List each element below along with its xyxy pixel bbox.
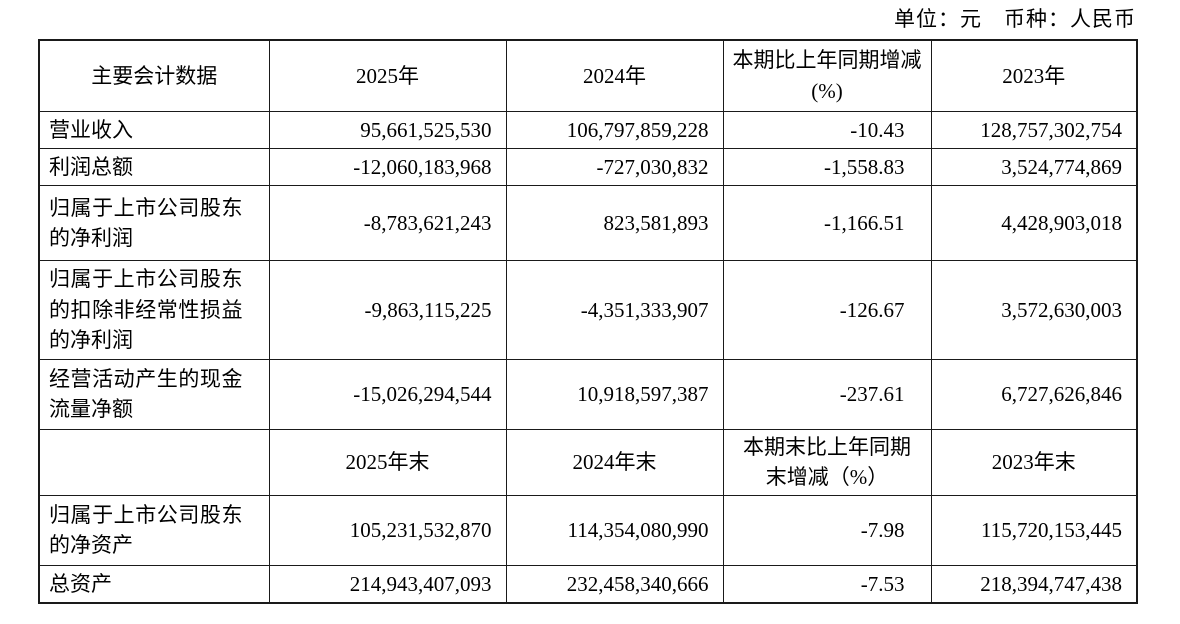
table-row-total-profit: 利润总额 -12,060,183,968 -727,030,832 -1,558… — [38, 147, 1138, 187]
value-change: -1,166.51 — [722, 185, 932, 262]
value-2023: 218,394,747,438 — [930, 564, 1138, 604]
header-period-end-change: 本期末比上年同期末增减（%） — [722, 428, 932, 496]
value-2025: 214,943,407,093 — [268, 564, 507, 604]
value-2024: 232,458,340,666 — [505, 564, 724, 604]
table-section2-header-row: 2025年末 2024年末 本期末比上年同期末增减（%） 2023年末 — [38, 428, 1138, 496]
value-2024: 10,918,597,387 — [505, 358, 724, 430]
table-row-total-assets: 总资产 214,943,407,093 232,458,340,666 -7.5… — [38, 564, 1138, 604]
value-2024: 114,354,080,990 — [505, 494, 724, 566]
row-label: 营业收入 — [38, 110, 270, 149]
header-yoy-change: 本期比上年同期增减(%) — [722, 39, 932, 112]
row-label: 经营活动产生的现金流量净额 — [38, 358, 270, 430]
row-label: 总资产 — [38, 564, 270, 604]
value-change: -1,558.83 — [722, 147, 932, 187]
value-change: -126.67 — [722, 260, 932, 360]
value-2025: -15,026,294,544 — [268, 358, 507, 430]
header-2023: 2023年 — [930, 39, 1138, 112]
header-2024-end: 2024年末 — [505, 428, 724, 496]
value-2025: -8,783,621,243 — [268, 185, 507, 262]
table-header-row: 主要会计数据 2025年 2024年 本期比上年同期增减(%) 2023年 — [38, 39, 1138, 112]
value-change: -7.53 — [722, 564, 932, 604]
key-accounting-data-table: 主要会计数据 2025年 2024年 本期比上年同期增减(%) 2023年 营业… — [38, 39, 1138, 604]
header-2023-end: 2023年末 — [930, 428, 1138, 496]
header-2025: 2025年 — [268, 39, 507, 112]
row-label: 归属于上市公司股东的净利润 — [38, 185, 270, 262]
value-2025: -12,060,183,968 — [268, 147, 507, 187]
value-2024: -4,351,333,907 — [505, 260, 724, 360]
header-2024: 2024年 — [505, 39, 724, 112]
value-2024: -727,030,832 — [505, 147, 724, 187]
value-change: -237.61 — [722, 358, 932, 430]
row-label: 归属于上市公司股东的扣除非经常性损益的净利润 — [38, 260, 270, 360]
section2-empty-cell — [38, 428, 270, 496]
table-row-net-assets-attributable: 归属于上市公司股东的净资产 105,231,532,870 114,354,08… — [38, 494, 1138, 566]
header-main-indicators: 主要会计数据 — [38, 39, 270, 112]
value-2025: -9,863,115,225 — [268, 260, 507, 360]
header-2025-end: 2025年末 — [268, 428, 507, 496]
row-label: 利润总额 — [38, 147, 270, 187]
unit-currency-note: 单位：元 币种：人民币 — [894, 7, 1136, 31]
table-row-net-cash-flow-operating: 经营活动产生的现金流量净额 -15,026,294,544 10,918,597… — [38, 358, 1138, 430]
value-2023: 115,720,153,445 — [930, 494, 1138, 566]
value-2025: 105,231,532,870 — [268, 494, 507, 566]
value-2023: 3,572,630,003 — [930, 260, 1138, 360]
value-2024: 106,797,859,228 — [505, 110, 724, 149]
table-row-net-profit-excl-nonrecurring: 归属于上市公司股东的扣除非经常性损益的净利润 -9,863,115,225 -4… — [38, 260, 1138, 360]
table-row-operating-revenue: 营业收入 95,661,525,530 106,797,859,228 -10.… — [38, 110, 1138, 149]
value-2023: 3,524,774,869 — [930, 147, 1138, 187]
value-change: -7.98 — [722, 494, 932, 566]
value-2024: 823,581,893 — [505, 185, 724, 262]
value-2025: 95,661,525,530 — [268, 110, 507, 149]
row-label: 归属于上市公司股东的净资产 — [38, 494, 270, 566]
value-2023: 128,757,302,754 — [930, 110, 1138, 149]
value-2023: 6,727,626,846 — [930, 358, 1138, 430]
value-change: -10.43 — [722, 110, 932, 149]
value-2023: 4,428,903,018 — [930, 185, 1138, 262]
table-row-net-profit-attributable: 归属于上市公司股东的净利润 -8,783,621,243 823,581,893… — [38, 185, 1138, 262]
